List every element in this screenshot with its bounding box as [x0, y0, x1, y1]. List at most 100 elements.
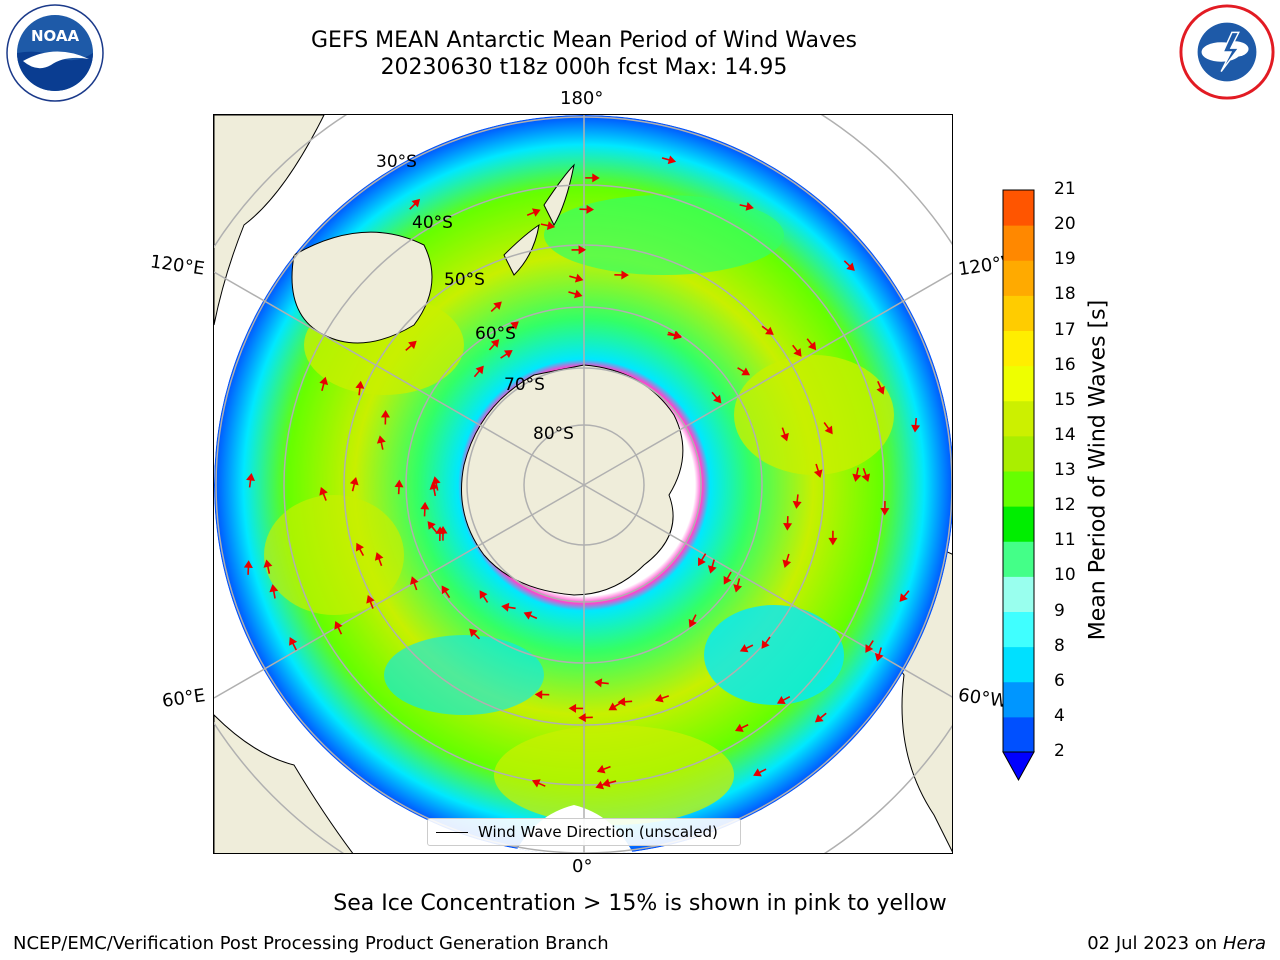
wave-direction-arrowhead — [568, 703, 577, 713]
wave-direction-arrowhead — [269, 584, 279, 593]
lon-label-60e: 60°E — [160, 685, 207, 712]
wave-direction-arrowhead — [410, 576, 419, 585]
wave-direction-arrowhead — [595, 780, 605, 790]
map-panel — [213, 114, 953, 854]
wave-direction-arrowhead — [592, 173, 600, 183]
colorbar-tick-label: 16 — [1054, 354, 1076, 375]
wave-direction-arrowhead — [723, 575, 732, 585]
wave-direction-arrowhead — [783, 522, 793, 531]
colorbar-segment — [1003, 435, 1034, 472]
wave-direction-arrowhead — [824, 425, 833, 435]
colorbar-tick-label: 10 — [1054, 565, 1076, 586]
wave-direction-arrowhead — [776, 696, 786, 705]
wave-direction-arrowhead — [394, 479, 404, 488]
colorbar-tick-label: 12 — [1054, 495, 1076, 516]
wave-direction-arrowhead — [319, 376, 329, 386]
wave-direction-arrowhead — [531, 779, 541, 788]
wave-direction-arrowhead — [334, 620, 343, 630]
wave-direction-arrowhead — [735, 723, 744, 732]
colorbar-segment — [1003, 190, 1034, 226]
wave-direction-arrowhead — [745, 202, 754, 211]
wave-direction-arrowhead — [765, 326, 774, 335]
colorbar-tick-label: 11 — [1054, 530, 1076, 551]
wave-direction-arrowhead — [792, 500, 802, 509]
lat-label-60s: 60°S — [475, 324, 516, 344]
wave-direction-arrowhead — [510, 321, 519, 330]
wave-direction-arrowhead — [899, 593, 908, 602]
wave-direction-arrowhead — [429, 481, 439, 490]
wave-direction-arrowhead — [246, 473, 256, 482]
wave-direction-arrowhead — [411, 198, 421, 208]
colorbar-segment — [1003, 260, 1034, 296]
footer-host: Hera — [1222, 933, 1266, 954]
land-antarctica — [461, 364, 684, 596]
colorbar-segment — [1003, 576, 1034, 612]
wave-direction-arrowhead — [546, 221, 556, 230]
wave-direction-arrowhead — [782, 559, 792, 568]
wave-direction-arrowhead — [876, 385, 885, 395]
wave-direction-arrowhead — [911, 424, 921, 433]
colorbar — [1002, 189, 1035, 782]
wave-direction-arrowhead — [578, 713, 586, 723]
lat-label-70s: 70°S — [504, 375, 545, 395]
wave-direction-arrowhead — [349, 477, 359, 486]
map-legend: Wind Wave Direction (unscaled) — [427, 818, 741, 846]
wave-direction-arrowhead — [880, 507, 890, 516]
lon-label-0: 0° — [572, 856, 593, 877]
wave-direction-arrowhead — [493, 301, 502, 310]
colorbar-segment — [1003, 295, 1034, 331]
wave-direction-arrowhead — [667, 155, 677, 165]
lat-label-50s: 50°S — [444, 270, 485, 290]
wind-wave-arrows — [243, 155, 921, 790]
polar-map — [214, 115, 952, 853]
wave-direction-arrowhead — [733, 584, 743, 593]
colorbar-extend-triangle — [1002, 751, 1035, 782]
wave-direction-arrowhead — [865, 644, 874, 653]
wave-direction-arrowhead — [573, 289, 583, 299]
wave-direction-arrowhead — [621, 270, 629, 280]
colorbar-tick-label: 19 — [1054, 249, 1076, 270]
lon-label-120e: 120°E — [148, 251, 206, 280]
noaa-logo-text: NOAA — [31, 27, 80, 45]
colorbar-tick-label: 21 — [1054, 179, 1076, 199]
wave-direction-arrowhead — [793, 348, 802, 357]
wave-direction-arrowhead — [523, 611, 533, 620]
colorbar-segment — [1003, 506, 1034, 542]
colorbar-segment — [1003, 225, 1034, 261]
longitude-grid — [214, 115, 952, 853]
wave-direction-arrowhead — [586, 204, 595, 214]
wave-direction-arrowhead — [852, 473, 862, 482]
wave-direction-arrowhead — [861, 473, 871, 482]
plot-subtitle: 20230630 t18z 000h fcst Max: 14.95 — [380, 55, 788, 80]
wave-direction-arrowhead — [713, 394, 722, 404]
wave-direction-arrowhead — [707, 565, 717, 574]
colorbar-tick-label: 13 — [1054, 460, 1076, 480]
colorbar-tick-label: 6 — [1054, 670, 1065, 691]
noaa-logo: NOAA — [6, 4, 104, 102]
footer-producer: NCEP/EMC/Verification Post Processing Pr… — [13, 933, 609, 954]
land-corner-bl — [214, 714, 354, 853]
colorbar-segment — [1003, 716, 1034, 753]
wave-direction-arrowhead — [846, 262, 855, 271]
plot-title: GEFS MEAN Antarctic Mean Period of Wind … — [311, 28, 857, 53]
wave-direction-arrowhead — [355, 380, 365, 389]
colorbar-segment — [1003, 646, 1034, 683]
wave-direction-arrowhead — [602, 778, 611, 788]
lon-label-180: 180° — [560, 88, 604, 109]
wave-direction-arrowhead — [807, 341, 817, 351]
wave-direction-arrowhead — [828, 537, 838, 546]
wave-direction-arrowhead — [534, 690, 543, 700]
wave-direction-arrowhead — [608, 702, 618, 711]
land-new-zealand — [543, 163, 575, 227]
wave-direction-arrowhead — [501, 602, 510, 612]
wave-direction-arrowhead — [688, 618, 697, 628]
colorbar-segment — [1003, 541, 1034, 577]
colorbar-segment — [1003, 611, 1034, 648]
nws-logo — [1179, 4, 1275, 100]
colorbar-tick-label: 15 — [1054, 389, 1076, 410]
land-australia — [291, 231, 433, 344]
colorbar-segment — [1003, 681, 1034, 718]
wave-direction-arrowhead — [475, 365, 484, 375]
wave-direction-arrowhead — [366, 594, 375, 604]
wave-direction-arrowhead — [698, 557, 706, 567]
